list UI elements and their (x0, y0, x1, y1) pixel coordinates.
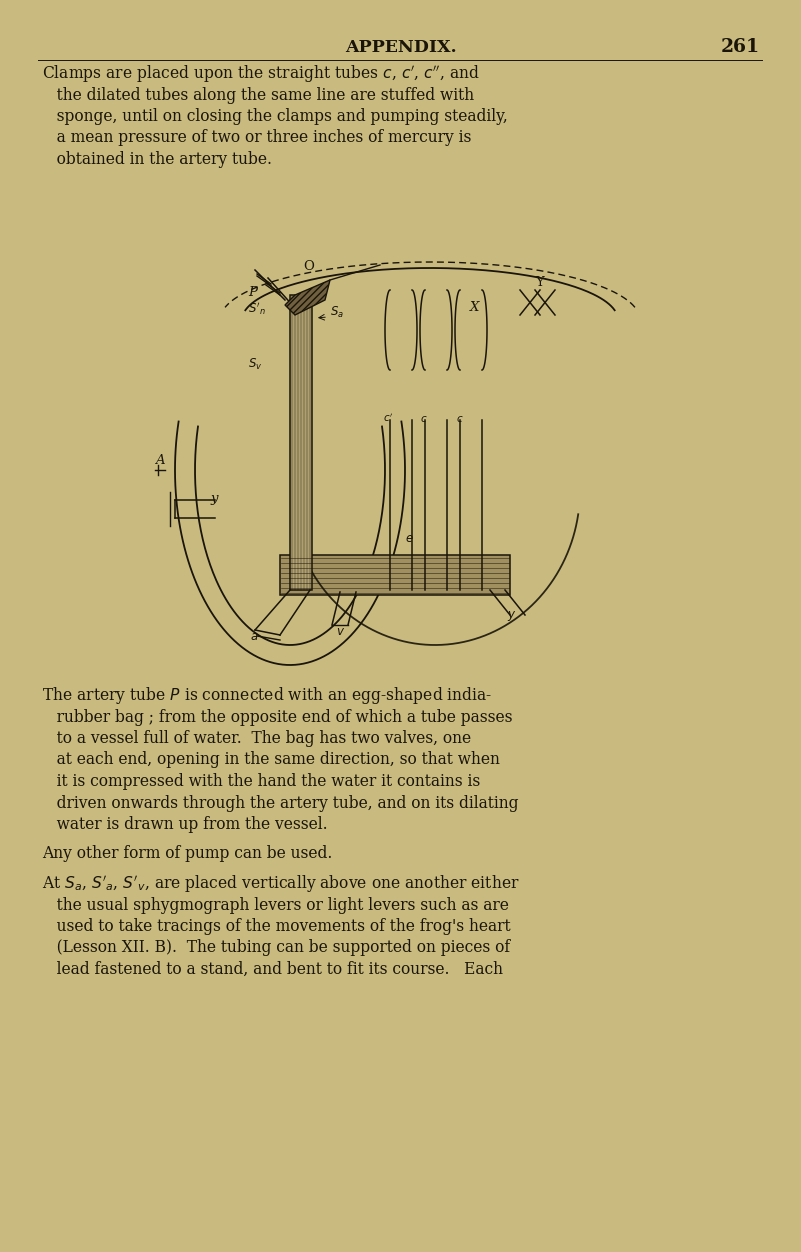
Text: 261: 261 (721, 38, 760, 56)
Bar (290, 295, 312, 590)
Text: it is compressed with the hand the water it contains is: it is compressed with the hand the water… (42, 772, 481, 790)
Text: Any other form of pump can be used.: Any other form of pump can be used. (42, 845, 332, 863)
Text: to a vessel full of water.  The bag has two valves, one: to a vessel full of water. The bag has t… (42, 730, 471, 747)
Text: A: A (155, 454, 165, 467)
Text: P: P (248, 285, 257, 299)
Text: $c$: $c$ (456, 414, 464, 424)
Text: sponge, until on closing the clamps and pumping steadily,: sponge, until on closing the clamps and … (42, 108, 508, 125)
Text: $e$: $e$ (405, 532, 413, 545)
Text: Clamps are placed upon the straight tubes $c$, $c'$, $c''$, and: Clamps are placed upon the straight tube… (42, 63, 480, 84)
Text: $S'_n$: $S'_n$ (248, 300, 266, 317)
Text: the usual sphygmograph levers or light levers such as are: the usual sphygmograph levers or light l… (42, 896, 509, 914)
Text: APPENDIX.: APPENDIX. (344, 39, 457, 56)
Text: $y$: $y$ (507, 608, 517, 623)
Text: At $S_a$, $S'_a$, $S'_v$, are placed vertically above one another either: At $S_a$, $S'_a$, $S'_v$, are placed ver… (42, 873, 520, 894)
Text: a mean pressure of two or three inches of mercury is: a mean pressure of two or three inches o… (42, 129, 471, 146)
Text: used to take tracings of the movements of the frog's heart: used to take tracings of the movements o… (42, 918, 510, 935)
Text: $c'$: $c'$ (383, 412, 393, 424)
Text: $a$: $a$ (250, 630, 259, 644)
Text: $S_v$: $S_v$ (248, 357, 263, 372)
Text: X: X (470, 300, 479, 314)
Text: $v$: $v$ (336, 625, 345, 639)
Text: y: y (210, 492, 218, 505)
Bar (280, 555, 510, 595)
Text: Y: Y (535, 275, 544, 289)
Text: obtained in the artery tube.: obtained in the artery tube. (42, 151, 272, 168)
Text: O: O (303, 260, 314, 273)
Text: $S_a$: $S_a$ (330, 305, 344, 321)
Text: $c$: $c$ (420, 414, 428, 424)
Text: The artery tube $P$ is connected with an egg-shaped india-: The artery tube $P$ is connected with an… (42, 685, 493, 706)
Text: (Lesson XII. B).  The tubing can be supported on pieces of: (Lesson XII. B). The tubing can be suppo… (42, 939, 510, 957)
Text: driven onwards through the artery tube, and on its dilating: driven onwards through the artery tube, … (42, 795, 518, 811)
Text: rubber bag ; from the opposite end of which a tube passes: rubber bag ; from the opposite end of wh… (42, 709, 513, 725)
Text: the dilated tubes along the same line are stuffed with: the dilated tubes along the same line ar… (42, 86, 474, 104)
Text: at each end, opening in the same direction, so that when: at each end, opening in the same directi… (42, 751, 500, 769)
Text: lead fastened to a stand, and bent to fit its course.   Each: lead fastened to a stand, and bent to fi… (42, 962, 503, 978)
Polygon shape (285, 280, 330, 316)
Text: water is drawn up from the vessel.: water is drawn up from the vessel. (42, 816, 328, 833)
